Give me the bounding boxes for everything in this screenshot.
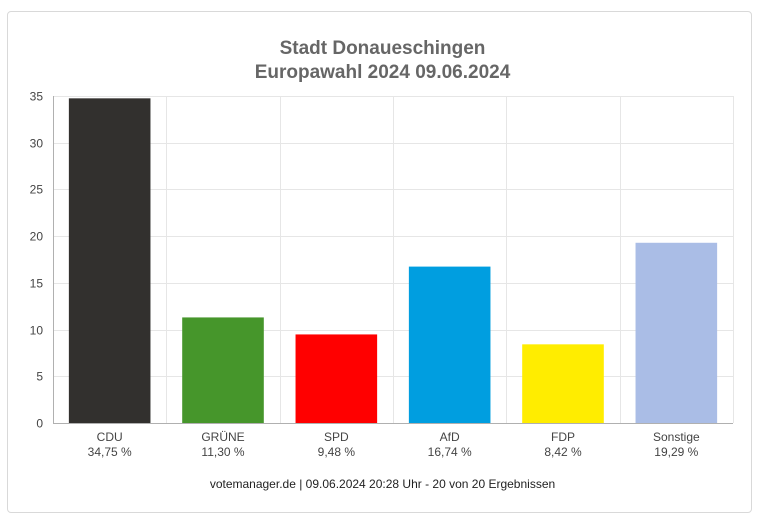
x-tick-label: GRÜNE — [201, 430, 244, 444]
chart-footer: votemanager.de | 09.06.2024 20:28 Uhr - … — [209, 477, 556, 491]
bar-afd — [408, 266, 491, 423]
y-tick-label: 35 — [30, 90, 44, 104]
bar-sonstige — [635, 242, 718, 423]
data-label: 19,29 % — [654, 445, 698, 459]
x-tick-label: CDU — [97, 430, 123, 444]
y-tick-label: 0 — [36, 417, 43, 431]
x-tick-label: FDP — [551, 430, 575, 444]
y-tick-label: 20 — [30, 230, 44, 244]
y-tick-label: 25 — [30, 183, 44, 197]
x-tick-label: Sonstige — [653, 430, 700, 444]
data-label: 11,30 % — [201, 445, 244, 459]
data-label: 8,42 % — [544, 445, 582, 459]
chart-subtitle: Europawahl 2024 09.06.2024 — [254, 62, 511, 83]
y-tick-label: 15 — [30, 277, 44, 291]
chart-title: Stadt Donaueschingen — [279, 38, 486, 59]
bar-fdp — [522, 344, 604, 423]
bar-grüne — [182, 317, 264, 423]
x-tick-label: SPD — [324, 430, 349, 444]
y-tick-label: 5 — [36, 370, 43, 384]
y-tick-label: 10 — [30, 324, 44, 338]
y-tick-label: 30 — [30, 137, 44, 151]
bar-spd — [295, 334, 378, 423]
bar-cdu — [68, 98, 151, 423]
data-label: 16,74 % — [428, 445, 472, 459]
data-label: 9,48 % — [318, 445, 356, 459]
data-label: 34,75 % — [88, 445, 132, 459]
x-tick-label: AfD — [440, 430, 460, 444]
